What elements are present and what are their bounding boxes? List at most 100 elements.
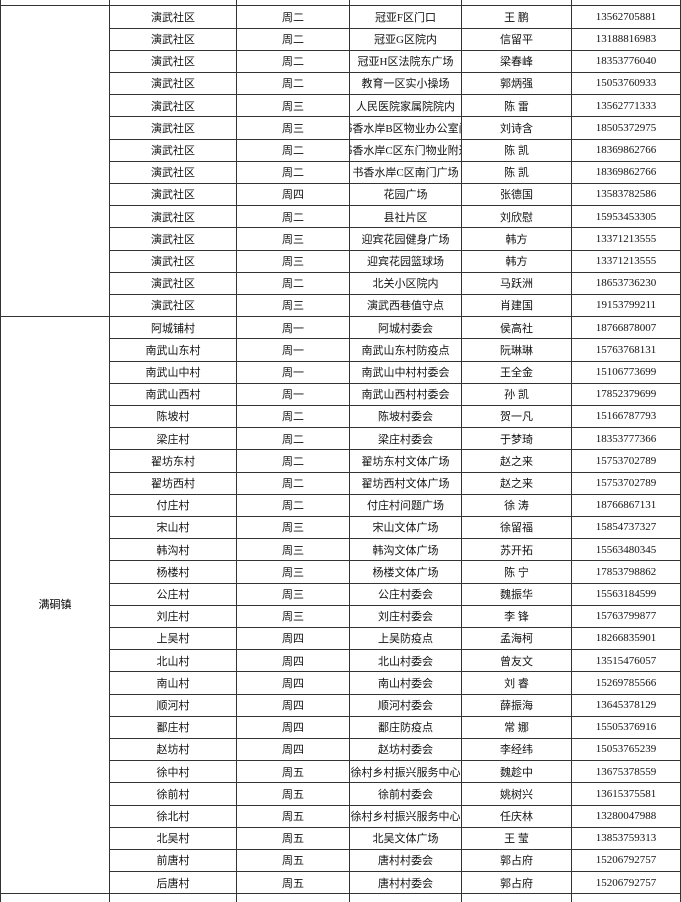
weekday-cell: 周一 <box>237 361 350 384</box>
weekday-cell: 周五 <box>237 871 350 895</box>
phone-cell: 15763768131 <box>572 339 681 362</box>
location-cell: 付庄村问题广场 <box>350 494 462 518</box>
phone-cell: 18266835901 <box>572 627 681 651</box>
location-cell: 杨楼文体广场 <box>350 561 462 584</box>
phone-cell: 15753702789 <box>572 450 681 473</box>
village-cell: 演武社区 <box>110 50 237 74</box>
village-cell: 顺河村 <box>110 694 237 717</box>
phone-cell: 13583782586 <box>572 183 681 207</box>
cell <box>462 894 572 902</box>
location-cell: 唐村村委会 <box>350 871 462 895</box>
contact-cell: 孙 凯 <box>462 383 572 407</box>
location-cell: 迎宾花园健身广场 <box>350 228 462 251</box>
cell <box>237 894 350 902</box>
town-cell <box>0 5 110 317</box>
weekday-cell: 周二 <box>237 72 350 96</box>
weekday-cell: 周五 <box>237 849 350 873</box>
location-cell: 冠亚H区法院东广场 <box>350 50 462 74</box>
village-cell: 后唐村 <box>110 871 237 895</box>
weekday-cell: 周五 <box>237 760 350 784</box>
contact-cell: 王 鹏 <box>462 6 572 29</box>
contact-cell: 郭占府 <box>462 871 572 895</box>
village-cell: 徐中村 <box>110 760 237 784</box>
village-cell: 演武社区 <box>110 139 237 162</box>
cell <box>350 894 462 902</box>
phone-cell: 13853759313 <box>572 827 681 851</box>
contact-cell: 王 莹 <box>462 827 572 851</box>
weekday-cell: 周三 <box>237 516 350 540</box>
village-cell: 徐北村 <box>110 805 237 828</box>
weekday-cell: 周二 <box>237 427 350 451</box>
phone-cell: 15953453305 <box>572 205 681 229</box>
location-cell: 南武山中村村委会 <box>350 361 462 384</box>
contact-cell: 徐 涛 <box>462 494 572 518</box>
village-cell: 演武社区 <box>110 6 237 29</box>
contact-cell: 魏趁中 <box>462 760 572 784</box>
cell <box>110 894 237 902</box>
phone-cell: 13371213555 <box>572 250 681 273</box>
location-cell: 徐前村委会 <box>350 783 462 806</box>
location-cell: 翟坊西村文体广场 <box>350 472 462 495</box>
village-cell: 演武社区 <box>110 72 237 96</box>
cell <box>110 0 237 6</box>
location-cell: 迎宾花园篮球场 <box>350 250 462 273</box>
phone-cell: 13675378559 <box>572 760 681 784</box>
weekday-cell: 周二 <box>237 139 350 162</box>
village-cell: 演武社区 <box>110 161 237 185</box>
weekday-cell: 周四 <box>237 716 350 740</box>
phone-cell: 13515476057 <box>572 649 681 673</box>
phone-cell: 13562705881 <box>572 6 681 29</box>
village-cell: 公庄村 <box>110 583 237 606</box>
contact-cell: 韩方 <box>462 250 572 273</box>
village-cell: 阿城铺村 <box>110 316 237 340</box>
location-cell: 陈坡村委会 <box>350 405 462 429</box>
contact-cell: 刘 睿 <box>462 672 572 695</box>
village-cell: 杨楼村 <box>110 561 237 584</box>
location-cell: 北关小区院内 <box>350 272 462 296</box>
phone-cell: 13371213555 <box>572 228 681 251</box>
location-cell: 县社片区 <box>350 205 462 229</box>
village-cell: 南武山中村 <box>110 361 237 384</box>
phone-cell: 18505372975 <box>572 117 681 140</box>
contact-cell: 刘欣慰 <box>462 205 572 229</box>
phone-cell: 15269785566 <box>572 672 681 695</box>
contact-cell: 肖建国 <box>462 294 572 318</box>
contact-cell: 信留平 <box>462 28 572 51</box>
cell <box>350 0 462 6</box>
contact-cell: 陈 雷 <box>462 94 572 118</box>
village-cell: 北山村 <box>110 649 237 673</box>
weekday-cell: 周一 <box>237 383 350 407</box>
weekday-cell: 周三 <box>237 94 350 118</box>
location-cell: 刘庄村委会 <box>350 605 462 629</box>
phone-cell: 15166787793 <box>572 405 681 429</box>
location-cell: 南武山东村防疫点 <box>350 339 462 362</box>
weekday-cell: 周四 <box>237 627 350 651</box>
village-cell: 演武社区 <box>110 28 237 51</box>
location-cell: 翟坊东村文体广场 <box>350 450 462 473</box>
phone-cell: 13645378129 <box>572 694 681 717</box>
weekday-cell: 周四 <box>237 672 350 695</box>
village-cell: 南武山西村 <box>110 383 237 407</box>
location-cell: 顺河村委会 <box>350 694 462 717</box>
weekday-cell: 周二 <box>237 494 350 518</box>
weekday-cell: 周二 <box>237 205 350 229</box>
phone-cell: 15854737327 <box>572 516 681 540</box>
phone-cell: 15053765239 <box>572 738 681 762</box>
village-cell: 演武社区 <box>110 294 237 318</box>
phone-cell: 13188816983 <box>572 28 681 51</box>
location-cell: 阿城村委会 <box>350 316 462 340</box>
town-cell <box>0 0 110 6</box>
village-cell: 付庄村 <box>110 494 237 518</box>
village-cell: 演武社区 <box>110 205 237 229</box>
contact-cell: 任庆林 <box>462 805 572 828</box>
weekday-cell: 周三 <box>237 250 350 273</box>
village-cell: 梁庄村 <box>110 427 237 451</box>
weekday-cell: 周三 <box>237 561 350 584</box>
phone-cell: 19153799211 <box>572 294 681 318</box>
contact-cell: 常 娜 <box>462 716 572 740</box>
weekday-cell: 周三 <box>237 294 350 318</box>
contact-cell: 李经纬 <box>462 738 572 762</box>
location-cell: 冠亚G区院内 <box>350 28 462 51</box>
location-cell: 花园广场 <box>350 183 462 207</box>
